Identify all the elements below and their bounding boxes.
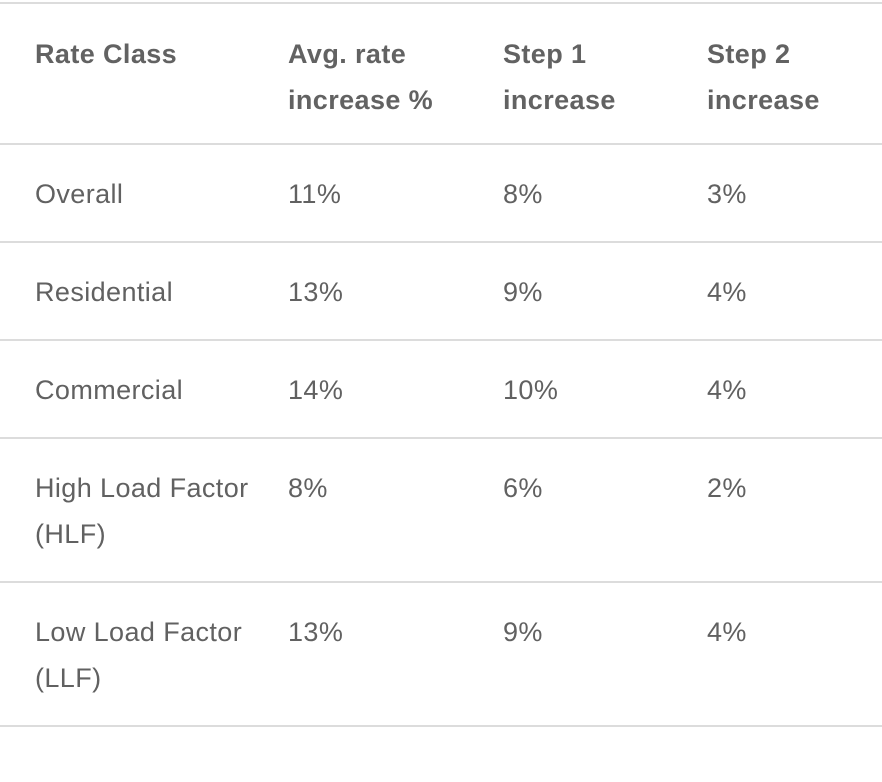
header-row: Rate Class Avg. rate increase % Step 1 i…: [0, 3, 882, 145]
header-rate-class: Rate Class: [0, 3, 288, 145]
table-row: Overall 11% 8% 3%: [0, 144, 882, 243]
cell-avg-rate-increase: 8%: [288, 438, 503, 583]
cell-step-2-increase: 4%: [707, 340, 882, 439]
cell-step-1-increase: 6%: [503, 438, 707, 583]
cell-rate-class: Low Load Factor (LLF): [0, 582, 288, 727]
cell-step-2-increase: 3%: [707, 144, 882, 243]
cell-avg-rate-increase: 13%: [288, 242, 503, 341]
table-body: Overall 11% 8% 3% Residential 13% 9% 4% …: [0, 144, 882, 727]
cell-step-1-increase: 10%: [503, 340, 707, 439]
cell-step-2-increase: 2%: [707, 438, 882, 583]
cell-avg-rate-increase: 11%: [288, 144, 503, 243]
cell-step-1-increase: 8%: [503, 144, 707, 243]
rate-class-table: Rate Class Avg. rate increase % Step 1 i…: [0, 2, 882, 727]
cell-step-1-increase: 9%: [503, 242, 707, 341]
table-row: High Load Factor (HLF) 8% 6% 2%: [0, 438, 882, 583]
cell-rate-class: High Load Factor (HLF): [0, 438, 288, 583]
header-step-1-increase: Step 1 increase: [503, 3, 707, 145]
cell-rate-class: Residential: [0, 242, 288, 341]
header-step-2-increase: Step 2 increase: [707, 3, 882, 145]
cell-step-2-increase: 4%: [707, 242, 882, 341]
table-row: Commercial 14% 10% 4%: [0, 340, 882, 439]
cell-step-1-increase: 9%: [503, 582, 707, 727]
cell-step-2-increase: 4%: [707, 582, 882, 727]
cell-avg-rate-increase: 13%: [288, 582, 503, 727]
cell-avg-rate-increase: 14%: [288, 340, 503, 439]
table-header: Rate Class Avg. rate increase % Step 1 i…: [0, 3, 882, 145]
cell-rate-class: Overall: [0, 144, 288, 243]
table-row: Low Load Factor (LLF) 13% 9% 4%: [0, 582, 882, 727]
table-row: Residential 13% 9% 4%: [0, 242, 882, 341]
header-avg-rate-increase: Avg. rate increase %: [288, 3, 503, 145]
cell-rate-class: Commercial: [0, 340, 288, 439]
